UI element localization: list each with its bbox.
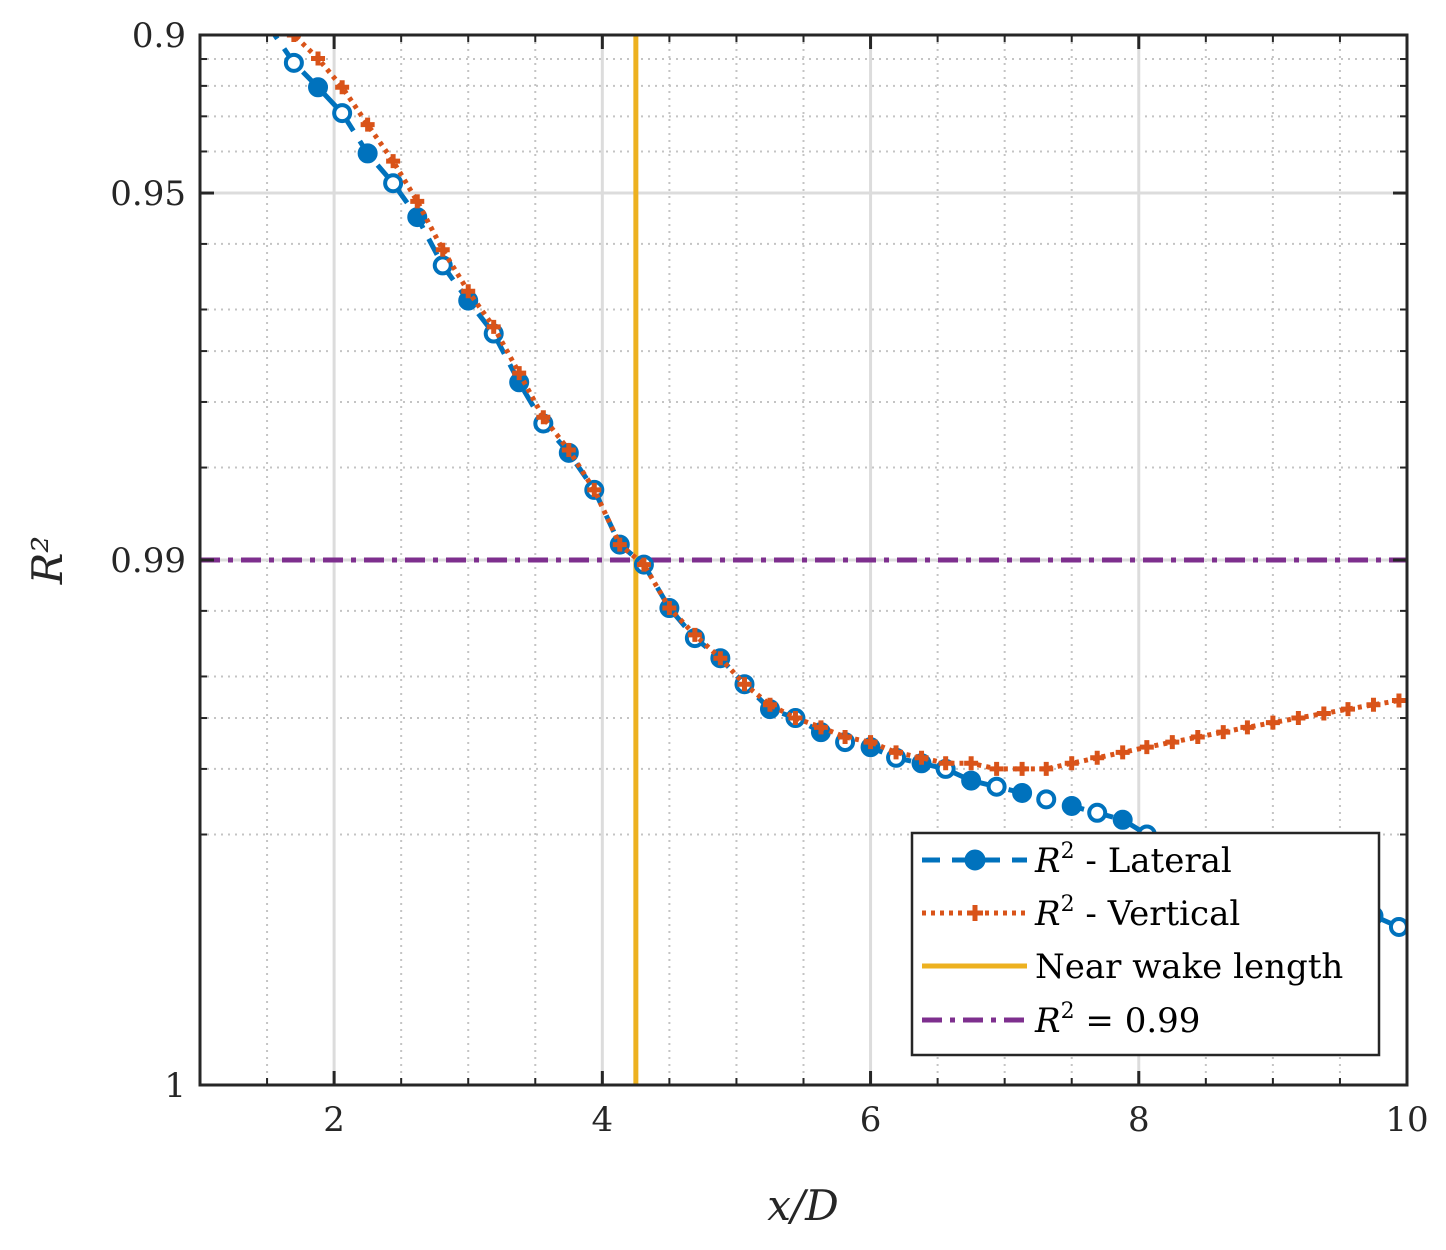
vertical-marker <box>662 601 677 616</box>
vertical-marker <box>311 51 326 66</box>
lateral-marker <box>1012 782 1033 803</box>
data-series <box>271 35 1407 937</box>
vertical-marker <box>863 735 878 750</box>
lateral-marker <box>1388 916 1407 937</box>
vertical-marker <box>1190 730 1205 745</box>
vertical-marker <box>938 756 953 771</box>
vertical-marker <box>1165 735 1180 750</box>
legend-label-lateral: R2 - Lateral <box>1034 839 1232 881</box>
lateral-line <box>271 35 1407 930</box>
vertical-marker <box>788 711 803 726</box>
vertical-marker <box>989 761 1004 776</box>
vertical-marker <box>360 117 375 132</box>
lateral-marker <box>1036 789 1057 810</box>
lateral-marker <box>332 103 353 124</box>
vertical-marker <box>461 284 476 299</box>
x-tick-label: 10 <box>1385 1100 1428 1140</box>
vertical-marker <box>1316 706 1331 721</box>
vertical-marker <box>889 745 904 760</box>
lateral-marker <box>1087 802 1108 823</box>
vertical-marker <box>636 557 651 572</box>
lateral-marker <box>986 776 1007 797</box>
vertical-marker <box>1265 715 1280 730</box>
lateral-marker <box>308 77 329 98</box>
vertical-marker <box>410 194 425 209</box>
vertical-marker <box>1391 693 1406 708</box>
vertical-marker <box>838 730 853 745</box>
vertical-marker <box>1039 761 1054 776</box>
vertical-marker <box>561 443 576 458</box>
vertical-marker <box>1064 756 1079 771</box>
lateral-marker <box>1112 809 1133 830</box>
vertical-marker <box>512 366 527 381</box>
vertical-marker <box>914 750 929 765</box>
lateral-marker <box>961 770 982 791</box>
vertical-marker <box>587 482 602 497</box>
legend-marker-vertical <box>967 905 983 921</box>
x-tick-label: 4 <box>592 1100 614 1140</box>
x-tick-label: 6 <box>860 1100 882 1140</box>
legend-label-vertical: R2 - Vertical <box>1034 892 1240 934</box>
vertical-marker <box>1115 745 1130 760</box>
y-tick-label: 0.99 <box>110 541 186 581</box>
vertical-marker <box>1216 725 1231 740</box>
vertical-marker <box>713 651 728 666</box>
y-tick-label: 0.95 <box>110 174 186 214</box>
vertical-marker <box>1240 720 1255 735</box>
vertical-marker <box>1015 761 1030 776</box>
lateral-marker <box>383 173 404 194</box>
vertical-marker <box>536 410 551 425</box>
x-tick-label: 2 <box>323 1100 345 1140</box>
vertical-marker <box>1139 740 1154 755</box>
vertical-marker <box>286 35 301 42</box>
legend-box <box>910 831 1381 1057</box>
y-axis-label: R² <box>23 536 72 585</box>
vertical-marker <box>1366 697 1381 712</box>
vertical-marker <box>435 242 450 257</box>
vertical-marker <box>335 80 350 95</box>
vertical-marker <box>486 319 501 334</box>
y-tick-label: 0.9 <box>132 16 186 56</box>
tick-labels: 2 4 6 8 10 0.9 0.95 0.99 1 <box>110 16 1428 1140</box>
vertical-marker <box>1291 711 1306 726</box>
x-axis-label: x/D <box>767 1181 839 1230</box>
lateral-marker <box>1061 795 1082 816</box>
legend: R2 - Lateral R2 - Vertical Near wake lengt… <box>910 831 1381 1057</box>
y-tick-label: 1 <box>164 1066 186 1106</box>
vertical-marker <box>386 154 401 169</box>
vertical-marker <box>612 537 627 552</box>
lateral-marker <box>357 143 378 164</box>
legend-marker-lateral <box>964 849 986 871</box>
vertical-marker <box>762 697 777 712</box>
legend-label-near_wake: Near wake length <box>1035 947 1343 987</box>
vertical-marker <box>737 677 752 692</box>
vertical-line <box>289 35 1407 772</box>
vertical-marker <box>687 627 702 642</box>
vertical-marker <box>1090 750 1105 765</box>
vertical-marker <box>1340 702 1355 717</box>
vertical-marker <box>964 756 979 771</box>
x-tick-label: 8 <box>1128 1100 1150 1140</box>
vertical-marker <box>813 720 828 735</box>
lateral-marker <box>283 52 304 73</box>
axes <box>198 33 1409 1087</box>
legend-label-threshold: R2 = 0.99 <box>1034 999 1200 1041</box>
lateral-marker <box>432 255 453 276</box>
